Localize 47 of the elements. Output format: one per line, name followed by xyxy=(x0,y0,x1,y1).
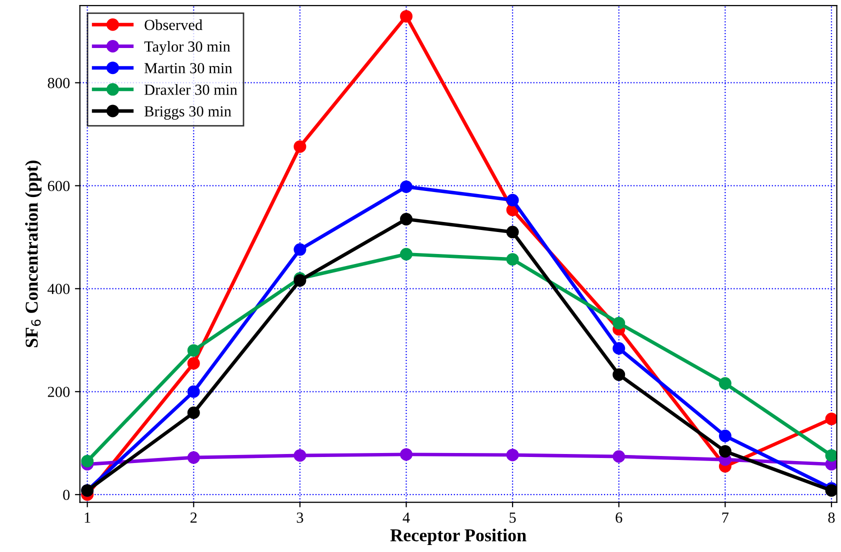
point xyxy=(718,445,732,458)
x-tick-label: 3 xyxy=(296,512,304,523)
point xyxy=(718,430,732,442)
point xyxy=(187,357,200,370)
point xyxy=(187,344,200,357)
x-tick-label: 5 xyxy=(510,512,516,523)
y-axis-title: SF$_{6}$ Concentration (ppt) xyxy=(25,160,42,348)
point xyxy=(400,248,413,260)
point xyxy=(506,226,519,238)
legend-label: Draxler 30 min xyxy=(144,84,238,95)
point xyxy=(612,368,626,381)
point xyxy=(187,385,200,398)
point xyxy=(506,448,519,462)
y-tick-label: 600 xyxy=(48,180,70,192)
point xyxy=(400,10,413,23)
legend-label: Martin 30 min xyxy=(144,63,232,74)
y-tick-label: 0 xyxy=(63,490,70,500)
point xyxy=(506,253,519,266)
point xyxy=(718,377,732,390)
y-tick-label: 400 xyxy=(48,284,70,294)
point xyxy=(612,450,626,463)
legend-label: Observed xyxy=(144,19,202,30)
point xyxy=(506,194,519,206)
x-tick-label: 2 xyxy=(190,512,197,523)
point xyxy=(612,342,626,355)
x-tick-label: 7 xyxy=(722,512,729,523)
legend-label: Briggs 30 min xyxy=(144,106,232,120)
point xyxy=(294,140,306,153)
x-tick-label: 8 xyxy=(828,512,835,523)
point xyxy=(400,212,413,226)
x-tick-label: 4 xyxy=(402,512,410,523)
x-tick-label: 6 xyxy=(616,512,622,523)
point xyxy=(825,412,837,426)
point xyxy=(400,180,413,193)
point xyxy=(612,316,626,330)
point xyxy=(81,454,94,468)
point xyxy=(294,449,306,462)
point xyxy=(400,448,413,461)
y-tick-label: 200 xyxy=(48,386,70,398)
point xyxy=(825,449,837,462)
x-axis-title: Receptor Position xyxy=(390,528,526,546)
legend-label: Taylor 30 min xyxy=(144,40,230,55)
y-tick-label: 800 xyxy=(48,78,70,88)
point xyxy=(187,451,200,464)
point xyxy=(294,243,306,256)
point xyxy=(187,406,200,419)
x-tick-label: 1 xyxy=(84,512,90,523)
